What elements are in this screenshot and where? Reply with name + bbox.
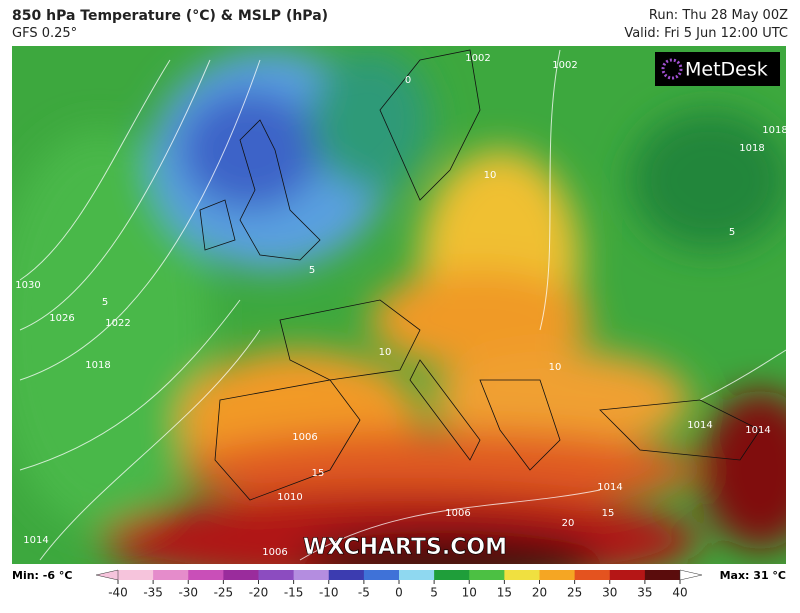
- colorbar-tick-label: 5: [430, 586, 438, 600]
- contour-label: 15: [602, 508, 615, 519]
- contour-label: 10: [484, 170, 497, 181]
- coastlines: [199, 49, 761, 501]
- logo-text: MetDesk: [685, 59, 768, 81]
- colorbar-tick-label: 10: [462, 586, 477, 600]
- contour-label: 5: [729, 227, 735, 238]
- contour-label: 1026: [49, 313, 74, 324]
- colorbar-tick-label: -5: [358, 586, 370, 600]
- contour-label: 1014: [687, 420, 712, 431]
- colorbar-tick-label: 20: [532, 586, 547, 600]
- contour-label: 1014: [23, 535, 48, 546]
- contour-label: 1022: [105, 318, 130, 329]
- colorbar-segment: [539, 570, 576, 580]
- contour-label: 5: [102, 297, 108, 308]
- title: 850 hPa Temperature (°C) & MSLP (hPa): [12, 8, 329, 24]
- colorbar-tick-label: 15: [497, 586, 512, 600]
- colorbar-segment: [118, 570, 154, 580]
- colorbar-tick-label: 35: [637, 586, 652, 600]
- colorbar-segment: [434, 570, 470, 580]
- contour-label: 10: [549, 362, 562, 373]
- colorbar-segment: [258, 570, 295, 580]
- run-time: Run: Thu 28 May 00Z: [648, 8, 788, 23]
- colorbar-segment: [644, 570, 681, 580]
- contour-label: 1014: [597, 482, 622, 493]
- colorbar-tick-label: 25: [567, 586, 582, 600]
- contour-label: 1014: [745, 425, 770, 436]
- contour-label: 1002: [552, 60, 577, 71]
- colorbar-tick-label: -25: [214, 586, 234, 600]
- colorbar-tick-label: -20: [249, 586, 269, 600]
- valid-time: Valid: Fri 5 Jun 12:00 UTC: [624, 26, 788, 41]
- isobars: [19, 49, 786, 561]
- colorbar-max: Max: 31 °C: [720, 569, 786, 582]
- contour-label: 0: [405, 75, 411, 86]
- watermark: WXCHARTS.COM: [303, 535, 507, 560]
- colorbar-segment: [153, 570, 189, 580]
- contour-label: 5: [309, 265, 315, 276]
- colorbar-segment: [609, 570, 646, 580]
- colorbar-tick-label: -35: [143, 586, 163, 600]
- colorbar-tick-label: 40: [672, 586, 687, 600]
- contour-label: 1018: [85, 360, 110, 371]
- colorbar-segment: [504, 570, 540, 580]
- colorbar-segment: [469, 570, 505, 580]
- temperature-field: [12, 46, 786, 564]
- colorbar-end: [679, 569, 703, 581]
- colorbar-segment: [574, 570, 611, 580]
- colorbar-end: [95, 569, 119, 581]
- logo: MetDesk: [655, 52, 780, 86]
- colorbar-segment: [399, 570, 435, 580]
- colorbar-tick-label: -15: [284, 586, 304, 600]
- colorbar-segment: [188, 570, 224, 580]
- colorbar-segment: [293, 570, 330, 580]
- contour-label: 1018: [739, 143, 764, 154]
- colorbar-tick-label: -10: [319, 586, 339, 600]
- contour-label: 1002: [465, 53, 490, 64]
- colorbar-segment: [363, 570, 400, 580]
- contour-label: 1006: [445, 508, 470, 519]
- colorbar-tick-label: 0: [395, 586, 403, 600]
- contour-label: 20: [562, 518, 575, 529]
- contour-label: 1006: [292, 432, 317, 443]
- colorbar-min: Min: -6 °C: [12, 569, 72, 582]
- contour-label: 1030: [15, 280, 40, 291]
- colorbar-segment: [223, 570, 259, 580]
- model: GFS 0.25°: [12, 26, 78, 41]
- colorbar-tick-label: -40: [108, 586, 128, 600]
- colorbar-tick-label: -30: [178, 586, 198, 600]
- colorbar-tick-label: 30: [602, 586, 617, 600]
- contour-label: 1018: [762, 125, 787, 136]
- contour-label: 15: [312, 468, 325, 479]
- contour-label: 10: [379, 347, 392, 358]
- contour-label: 1010: [277, 492, 302, 503]
- contour-label: 1006: [262, 547, 287, 558]
- colorbar-segment: [328, 570, 365, 580]
